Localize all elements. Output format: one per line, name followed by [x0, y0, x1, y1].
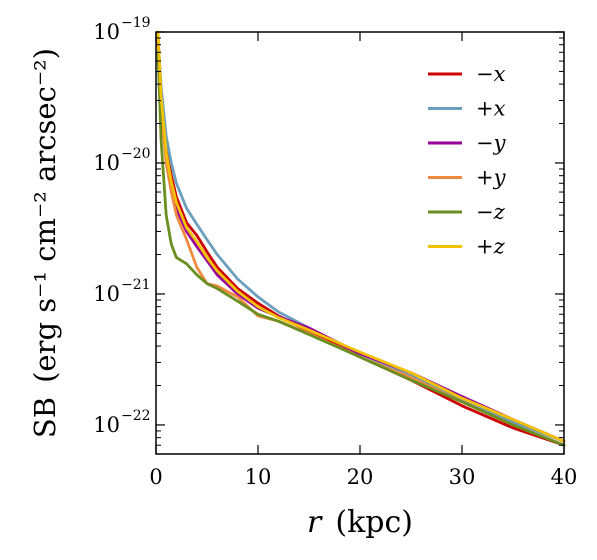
y-axis-unit: (erg s⁻¹ cm⁻² arcsec⁻²): [28, 48, 62, 383]
y-tick-label: 10: [93, 151, 120, 175]
y-tick-label: 10: [93, 282, 120, 306]
series-layer: [156, 30, 566, 447]
x-tick-label: 10: [245, 465, 272, 489]
x-tick-label: 0: [149, 465, 162, 489]
series-line-1: [156, 36, 566, 443]
legend-label-0: −x: [476, 62, 506, 86]
y-tick-exponent: −21: [121, 277, 151, 293]
series-line-5: [156, 30, 566, 443]
legend-label-2: −y: [476, 131, 507, 155]
legend-label-1: +x: [476, 97, 506, 121]
legend-layer: −x +x −y +y −z +z: [428, 62, 507, 259]
x-axis-unit: (kpc): [335, 505, 413, 540]
x-tick-label: 30: [449, 465, 476, 489]
x-tick-label: 20: [347, 465, 374, 489]
legend-label-3: +y: [476, 166, 507, 190]
y-tick-exponent: −19: [121, 15, 151, 31]
x-axis-var: r: [307, 505, 323, 540]
y-tick-label: 10: [93, 20, 120, 44]
y-tick-label: 10: [93, 413, 120, 437]
y-tick-exponent: −20: [121, 146, 151, 162]
y-axis-title: SB (erg s⁻¹ cm⁻² arcsec⁻²): [28, 48, 62, 438]
series-line-4: [156, 50, 566, 447]
y-axis-main: SB: [28, 397, 62, 438]
legend-label-4: −z: [476, 200, 506, 224]
x-tick-label: 40: [551, 465, 578, 489]
x-axis-title: r (kpc): [307, 505, 413, 540]
series-line-3: [156, 43, 566, 447]
legend-label-5: +z: [476, 235, 506, 259]
y-tick-exponent: −22: [121, 408, 151, 424]
